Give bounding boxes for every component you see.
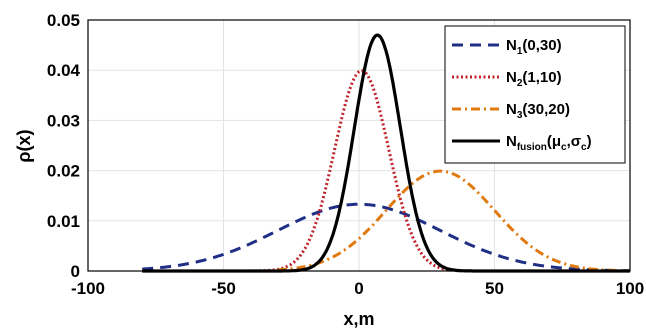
y-tick-label: 0.02 (47, 162, 80, 181)
y-tick-label: 0.03 (47, 111, 80, 130)
y-tick-label: 0 (71, 262, 80, 281)
legend-label: N2(1,10) (506, 69, 562, 89)
x-tick-label: -100 (71, 279, 105, 298)
y-tick-label: 0.01 (47, 212, 80, 231)
plot-frame (87, 19, 631, 272)
y-tick-label: 0.05 (47, 11, 80, 30)
y-axis-label: ρ(x) (14, 129, 34, 162)
legend: N1(0,30) N2(1,10) N3(30,20) Nfusion(μc,σc) (444, 25, 626, 164)
x-tick-label: 50 (485, 279, 504, 298)
series-line (277, 169, 631, 273)
series-line (142, 202, 631, 273)
x-tick-label: 100 (616, 279, 644, 298)
legend-label: N1(0,30) (506, 37, 562, 57)
legend-label: Nfusion(μc,σc) (506, 133, 592, 153)
tick-labels: -100 -50 0 50 100 0 0.01 0.02 0.03 0.04 0.05 (47, 11, 644, 298)
x-tick-label: 0 (354, 279, 363, 298)
y-tick-label: 0.04 (47, 61, 81, 80)
x-axis-label: x,m (343, 309, 374, 329)
legend-label: N3(30,20) (506, 101, 570, 121)
x-tick-label: -50 (211, 279, 236, 298)
